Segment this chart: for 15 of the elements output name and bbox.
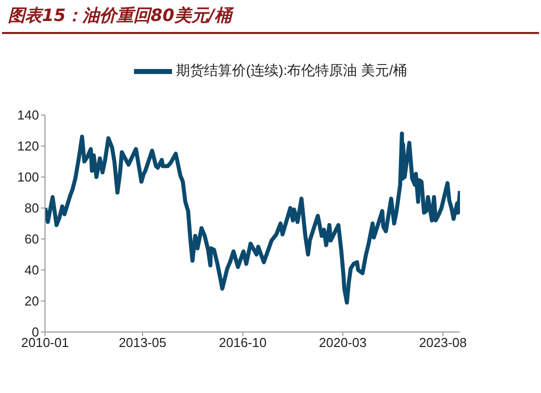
legend-label: 期货结算价(连续):布伦特原油 美元/桶 [176,62,407,80]
y-tick-label: 80 [24,200,39,216]
y-tick-label: 20 [24,294,39,309]
x-tick-label: 2016-10 [218,335,267,350]
x-tick-label: 2023-08 [419,335,467,350]
chart-title: 图表15：油价重回80美元/桶 [8,5,232,27]
line-series [45,132,460,305]
y-tick-label: 100 [17,170,39,185]
x-tick-label: 2020-03 [318,335,367,350]
y-tick-label: 40 [24,262,39,278]
x-tick-label: 2010-01 [21,335,69,350]
y-tick-label: 140 [17,108,39,123]
y-tick-label: 120 [17,138,39,154]
y-tick-label: 60 [24,232,39,247]
x-tick-label: 2013-05 [118,335,166,350]
